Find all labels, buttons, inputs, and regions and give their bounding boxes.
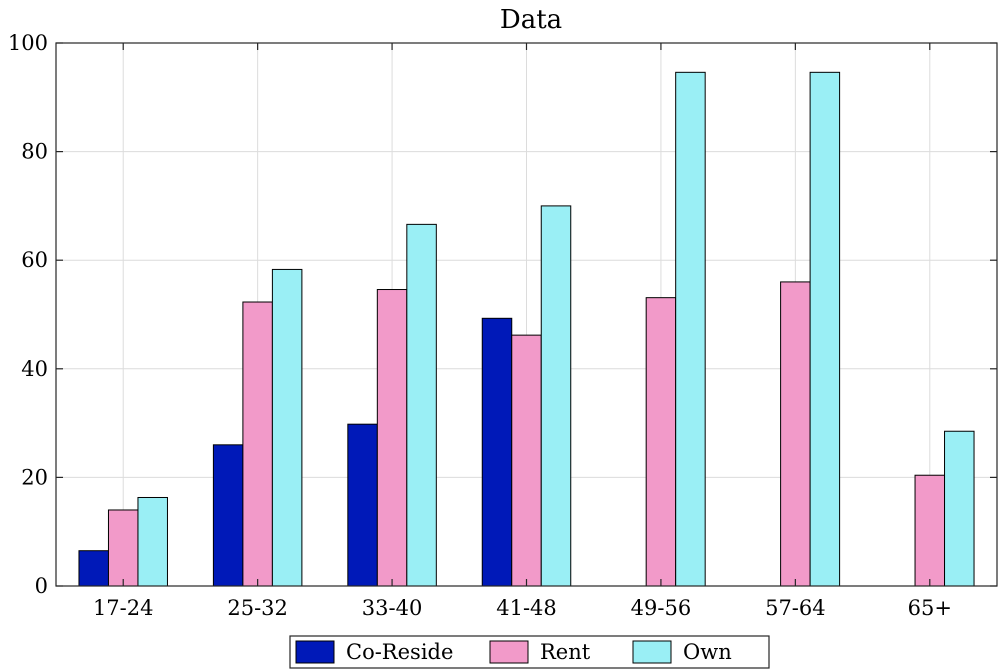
- bar-own-25-32: [271, 268, 303, 587]
- bar-co-reside-41-48: [481, 317, 513, 587]
- bar-rent-57-64: [780, 281, 811, 587]
- tick-labels: 0 20 40 60 80 100 17-24 25-32 33-40 41-48 49-56 57-…: [8, 31, 952, 620]
- bar-rent-41-48: [511, 334, 542, 587]
- axes: [55, 42, 998, 587]
- legend: Co-Reside Rent Own: [289, 635, 770, 669]
- bar-rent-65-: [914, 474, 946, 587]
- bar-co-reside-25-32: [212, 444, 244, 587]
- bar-rent-49-56: [645, 297, 677, 587]
- y-tick-label: 100: [8, 31, 48, 55]
- bars: [78, 71, 975, 587]
- bar-rent-17-24: [107, 509, 139, 587]
- legend-label: Own: [683, 640, 732, 664]
- x-tick-label: 17-24: [93, 596, 154, 620]
- bar-rent-33-40: [376, 289, 408, 587]
- x-tick-label: 25-32: [227, 596, 288, 620]
- x-tick-label: 33-40: [362, 596, 423, 620]
- y-tick-label: 80: [21, 140, 48, 164]
- bar-co-reside-17-24: [78, 550, 109, 587]
- legend-label: Rent: [540, 640, 591, 664]
- y-tick-label: 60: [21, 248, 48, 272]
- y-tick-label: 20: [21, 465, 48, 489]
- legend-box: [289, 635, 770, 669]
- x-tick-label: 65+: [908, 596, 952, 620]
- bar-rent-25-32: [242, 301, 273, 587]
- bar-own-65-: [944, 430, 975, 587]
- x-tick-label: 49-56: [631, 596, 692, 620]
- legend-label: Co-Reside: [346, 640, 453, 664]
- plot-frame: [55, 42, 998, 587]
- chart-title: Data: [500, 5, 562, 35]
- bar-own-17-24: [137, 496, 168, 587]
- bar-own-33-40: [406, 223, 437, 587]
- x-tick-label: 57-64: [765, 596, 826, 620]
- bar-co-reside-33-40: [347, 423, 378, 587]
- x-tick-label: 41-48: [496, 596, 557, 620]
- y-tick-label: 40: [21, 357, 48, 381]
- y-tick-label: 0: [35, 574, 48, 598]
- bar-own-49-56: [675, 71, 706, 587]
- legend-swatch-rent: [489, 640, 529, 664]
- legend-swatch-co-reside: [295, 640, 335, 664]
- legend-swatch-own: [632, 640, 672, 664]
- bar-own-41-48: [540, 205, 572, 587]
- bar-own-57-64: [809, 71, 841, 587]
